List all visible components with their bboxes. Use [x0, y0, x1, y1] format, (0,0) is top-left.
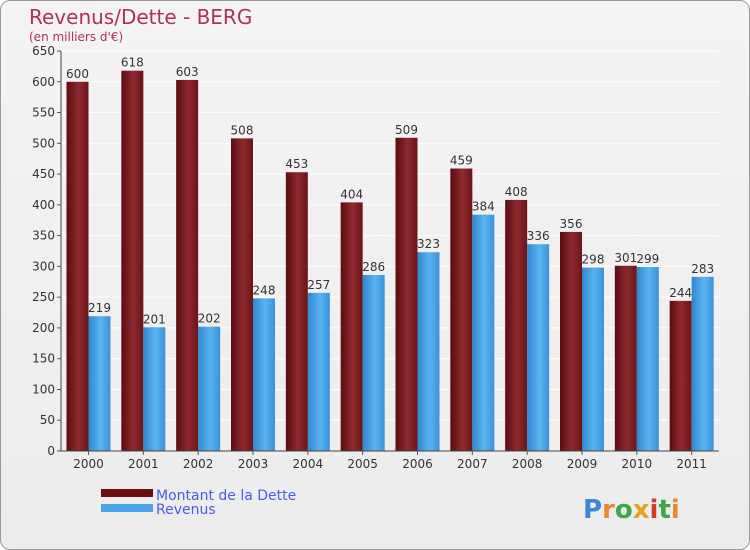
value-label: 408	[505, 185, 528, 199]
value-label: 299	[636, 252, 659, 266]
bars: 600 219 618 201 603 202 508 248 453 257 404 286 509 3…	[66, 56, 714, 452]
y-tick-label: 250	[32, 290, 55, 304]
value-label: 201	[143, 312, 166, 326]
y-tick-label: 600	[32, 75, 55, 89]
bar-revenus	[307, 292, 330, 451]
y-tick-label: 500	[32, 136, 55, 150]
bar-revenus	[253, 298, 275, 451]
bar-dette	[669, 300, 692, 451]
bar-revenus	[472, 214, 495, 451]
x-tick-label: 2009	[567, 457, 598, 471]
bar-dette	[395, 137, 418, 451]
x-tick-label: 2011	[676, 457, 707, 471]
value-label: 202	[198, 312, 221, 326]
value-label: 459	[450, 154, 473, 168]
value-label: 508	[231, 123, 254, 137]
bar-dette	[560, 231, 582, 451]
y-tick-label: 300	[32, 259, 55, 273]
x-tick-label: 2008	[512, 457, 543, 471]
legend: Montant de la Dette Revenus	[101, 488, 296, 518]
value-label: 219	[88, 301, 111, 315]
bar-dette	[176, 79, 199, 451]
y-tick-label: 550	[32, 106, 55, 120]
x-tick-label: 2001	[128, 457, 159, 471]
grid-lines	[61, 50, 719, 452]
bar-dette	[66, 81, 89, 452]
value-label: 248	[253, 283, 276, 297]
bar-revenus	[143, 327, 166, 451]
bar-dette	[340, 202, 363, 451]
bar-revenus	[417, 252, 440, 451]
value-label: 257	[307, 278, 330, 292]
value-label: 286	[362, 260, 385, 274]
bar-revenus	[582, 267, 604, 451]
value-label: 509	[395, 123, 418, 137]
y-tick-label: 400	[32, 198, 55, 212]
logo-text: Proxiti	[583, 495, 680, 525]
legend-label-debt: Montant de la Dette	[156, 488, 296, 504]
bar-dette	[121, 70, 144, 451]
x-tick-label: 2010	[622, 457, 653, 471]
bar-dette	[285, 172, 308, 451]
y-tick-label: 350	[32, 229, 55, 243]
bar-revenus	[691, 276, 714, 451]
value-label: 323	[417, 237, 440, 251]
value-label: 356	[560, 217, 583, 231]
bar-revenus	[88, 316, 111, 451]
y-tick-label: 100	[32, 382, 55, 396]
chart-subtitle: (en milliers d'€)	[29, 30, 123, 44]
x-tick-label: 2007	[457, 457, 488, 471]
y-tick-label: 0	[47, 444, 55, 458]
bar-revenus	[362, 275, 385, 451]
value-label: 244	[669, 286, 692, 300]
y-tick-label: 200	[32, 321, 55, 335]
bar-dette	[231, 138, 253, 451]
value-label: 453	[285, 157, 308, 171]
value-label: 600	[66, 67, 89, 81]
value-label: 301	[614, 251, 637, 265]
y-tick-label: 150	[32, 352, 55, 366]
x-tick-label: 2002	[183, 457, 214, 471]
value-label: 298	[582, 253, 605, 267]
y-tick-label: 450	[32, 167, 55, 181]
value-label: 283	[691, 262, 714, 276]
y-tick-label: 50	[40, 413, 55, 427]
value-label: 618	[121, 56, 144, 70]
value-label: 336	[527, 229, 550, 243]
legend-swatch-debt	[101, 489, 153, 497]
bar-revenus	[636, 267, 659, 451]
x-tick-label: 2006	[402, 457, 433, 471]
legend-label-revenus: Revenus	[156, 502, 216, 518]
x-tick-label: 2005	[347, 457, 378, 471]
bar-dette	[450, 168, 473, 452]
x-axis: 2000 2001 2002 2003 2004 2005 2006 2007 2008 2009…	[61, 450, 719, 471]
value-label: 603	[176, 65, 199, 79]
chart-title: Revenus/Dette - BERG	[29, 5, 252, 29]
value-label: 384	[472, 200, 495, 214]
x-tick-label: 2003	[238, 457, 269, 471]
bar-dette	[614, 265, 637, 451]
value-label: 404	[340, 187, 363, 201]
legend-swatch-revenus	[101, 504, 153, 512]
bar-revenus	[198, 326, 221, 451]
bar-revenus	[527, 244, 550, 451]
y-axis: 0 50 100 150 200 250 300 350 400 450 500 550 600 650	[32, 44, 62, 458]
x-tick-label: 2000	[73, 457, 104, 471]
x-tick-label: 2004	[293, 457, 324, 471]
bar-dette	[505, 199, 528, 451]
y-tick-label: 650	[32, 44, 55, 58]
proxiti-logo: Proxiti	[583, 495, 680, 525]
